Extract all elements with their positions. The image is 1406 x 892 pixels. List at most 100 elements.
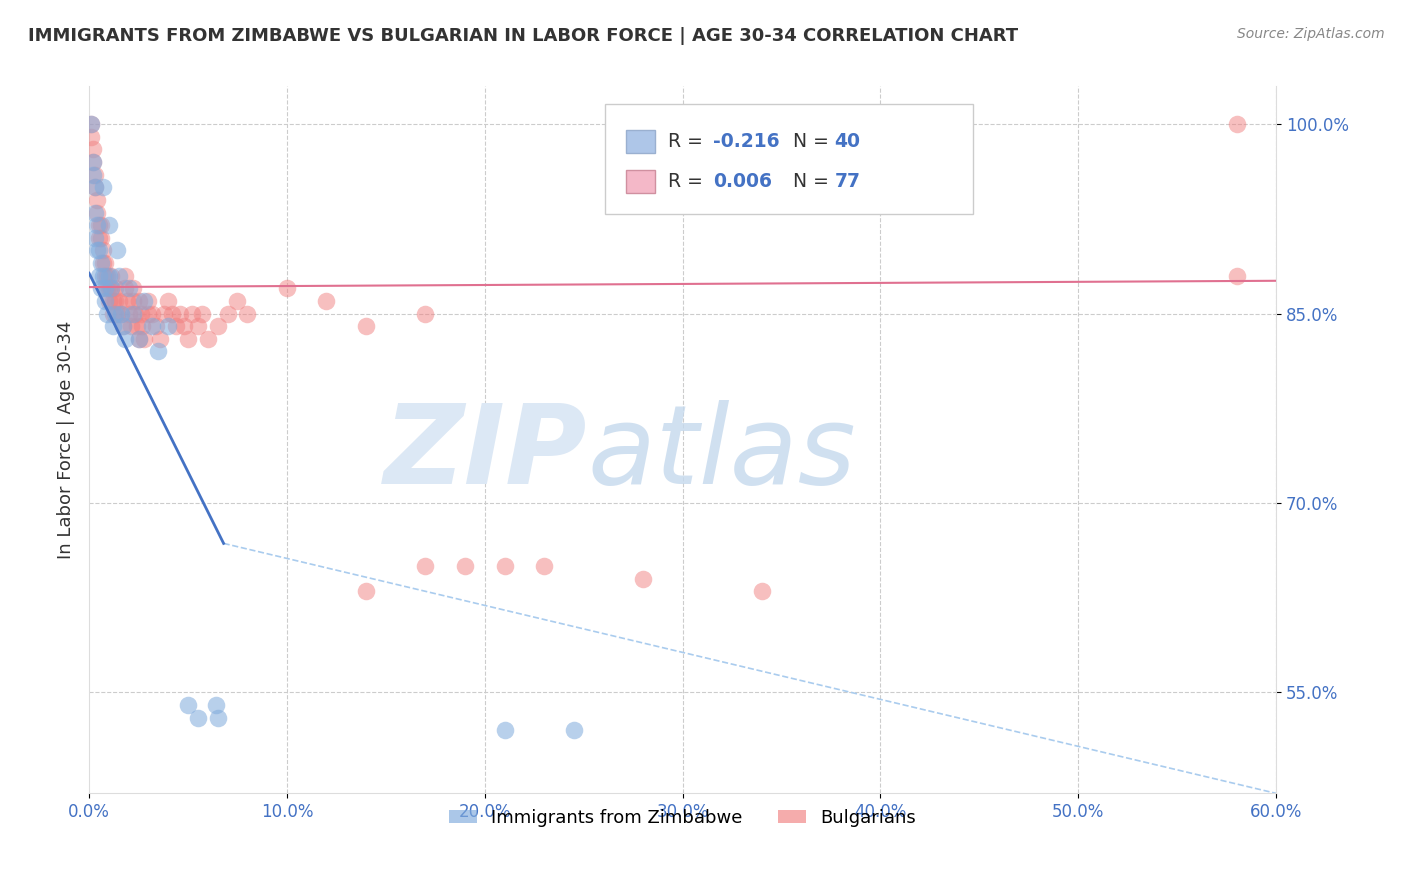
Point xyxy=(80,117,103,131)
Point xyxy=(149,332,172,346)
Point xyxy=(138,307,160,321)
Point xyxy=(160,307,183,321)
Point xyxy=(197,332,219,346)
Y-axis label: In Labor Force | Age 30-34: In Labor Force | Age 30-34 xyxy=(58,320,75,559)
Point xyxy=(207,319,229,334)
Point xyxy=(1225,117,1247,131)
Point xyxy=(145,319,167,334)
Point xyxy=(129,307,152,321)
Point xyxy=(148,344,170,359)
Point xyxy=(87,244,110,258)
Legend: Immigrants from Zimbabwe, Bulgarians: Immigrants from Zimbabwe, Bulgarians xyxy=(443,801,922,834)
Point xyxy=(128,332,150,346)
Point xyxy=(86,244,108,258)
Text: -0.216: -0.216 xyxy=(713,132,780,151)
Point xyxy=(125,319,148,334)
Point xyxy=(84,180,107,194)
Text: ZIP: ZIP xyxy=(384,401,588,508)
Point xyxy=(84,180,107,194)
Text: R =: R = xyxy=(668,172,709,191)
Point xyxy=(276,281,298,295)
Point xyxy=(91,180,114,194)
Point xyxy=(86,205,108,219)
Point xyxy=(1225,268,1247,283)
Point xyxy=(84,231,107,245)
Point xyxy=(94,256,117,270)
Point xyxy=(533,559,555,574)
Point xyxy=(111,319,134,334)
Point xyxy=(114,332,136,346)
Point xyxy=(94,281,117,295)
Point xyxy=(86,219,108,233)
Point xyxy=(84,205,107,219)
Point xyxy=(207,710,229,724)
Point xyxy=(217,307,239,321)
Point xyxy=(82,168,104,182)
Point xyxy=(80,117,103,131)
Point xyxy=(165,319,187,334)
Point xyxy=(82,155,104,169)
Point xyxy=(187,710,209,724)
Point xyxy=(236,307,259,321)
Point xyxy=(100,281,122,295)
Point xyxy=(124,307,146,321)
Point xyxy=(97,281,120,295)
Point xyxy=(562,723,585,738)
Text: 40: 40 xyxy=(835,132,860,151)
Point xyxy=(107,293,129,308)
Point xyxy=(104,281,127,295)
Text: atlas: atlas xyxy=(588,401,856,508)
Point xyxy=(110,307,132,321)
Point xyxy=(101,307,124,321)
Point xyxy=(97,293,120,308)
Text: R =: R = xyxy=(668,132,709,151)
Point xyxy=(177,698,200,712)
Point xyxy=(494,559,516,574)
Point xyxy=(141,319,163,334)
Point xyxy=(105,307,128,321)
Point xyxy=(82,155,104,169)
Point xyxy=(90,219,112,233)
Point xyxy=(128,332,150,346)
Point xyxy=(100,268,122,283)
Point xyxy=(87,219,110,233)
FancyBboxPatch shape xyxy=(606,104,973,213)
Point xyxy=(120,319,142,334)
Point xyxy=(191,307,214,321)
Point xyxy=(91,244,114,258)
Point xyxy=(111,319,134,334)
Point xyxy=(204,698,226,712)
Point xyxy=(173,319,195,334)
Point xyxy=(87,268,110,283)
Point xyxy=(134,293,156,308)
Point xyxy=(354,584,377,599)
Point xyxy=(90,231,112,245)
Point xyxy=(97,268,120,283)
Point xyxy=(169,307,191,321)
Point xyxy=(80,129,103,144)
Point xyxy=(153,307,176,321)
Point xyxy=(117,307,139,321)
Point xyxy=(91,256,114,270)
Point xyxy=(90,256,112,270)
Point xyxy=(631,572,654,586)
Point xyxy=(91,268,114,283)
Point xyxy=(105,244,128,258)
Point xyxy=(134,332,156,346)
Text: 0.006: 0.006 xyxy=(713,172,772,191)
Text: IMMIGRANTS FROM ZIMBABWE VS BULGARIAN IN LABOR FORCE | AGE 30-34 CORRELATION CHA: IMMIGRANTS FROM ZIMBABWE VS BULGARIAN IN… xyxy=(28,27,1018,45)
Point xyxy=(128,293,150,308)
Point xyxy=(110,307,132,321)
Point xyxy=(101,293,124,308)
Text: N =: N = xyxy=(793,132,835,151)
Text: Source: ZipAtlas.com: Source: ZipAtlas.com xyxy=(1237,27,1385,41)
Bar xyxy=(626,130,655,153)
Point xyxy=(86,193,108,207)
Point xyxy=(101,319,124,334)
Point xyxy=(87,231,110,245)
Point xyxy=(114,281,136,295)
Point xyxy=(100,281,122,295)
Point xyxy=(415,307,437,321)
Point xyxy=(315,293,337,308)
Point xyxy=(121,307,143,321)
